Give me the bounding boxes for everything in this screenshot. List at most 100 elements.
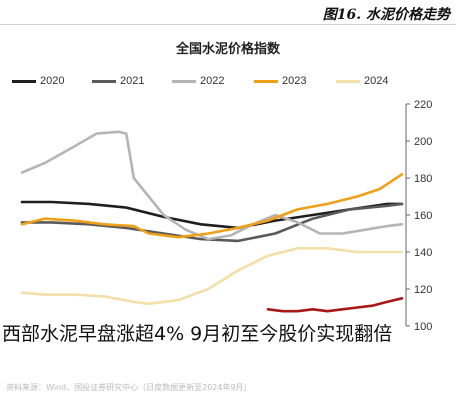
data-point (207, 238, 210, 240)
legend-item: 2023 (254, 72, 306, 90)
data-point (147, 195, 150, 198)
y-tick-label: 220 (414, 99, 432, 111)
data-point (73, 145, 75, 148)
data-point (125, 206, 128, 209)
data-point (267, 254, 269, 257)
legend-item: 2021 (92, 72, 144, 90)
data-point (274, 219, 277, 222)
data-point (401, 173, 403, 176)
data-point (267, 219, 269, 222)
data-point (356, 306, 359, 309)
series-line-2023-3 (20, 173, 404, 239)
data-point (125, 132, 128, 135)
data-point (386, 203, 388, 205)
data-point (207, 232, 210, 235)
legend-swatch (172, 79, 196, 83)
data-point (43, 217, 46, 220)
data-point (378, 188, 381, 190)
legend-swatch (254, 79, 278, 83)
data-point (88, 203, 90, 205)
data-point (356, 251, 359, 253)
series-line-2024-4 (20, 247, 404, 306)
legend-item: 2022 (172, 72, 224, 90)
data-point (356, 195, 359, 198)
data-point (341, 308, 344, 311)
data-point (267, 308, 269, 311)
data-point (296, 247, 299, 250)
y-tick-label: 200 (414, 136, 432, 148)
data-point (132, 177, 135, 179)
data-point (296, 310, 299, 312)
data-point (118, 130, 120, 133)
data-point (162, 214, 165, 216)
news-headline: 西部水泥早盘涨超4% 9月初至今股价实现翻倍 (2, 323, 393, 345)
data-point (281, 310, 284, 312)
data-point (386, 301, 388, 303)
data-point (311, 217, 314, 220)
data-point (326, 247, 329, 250)
y-tick-label: 100 (414, 321, 432, 330)
data-point (21, 223, 23, 226)
data-point (103, 295, 105, 298)
legend-label: 2021 (120, 75, 145, 87)
data-point (237, 269, 239, 272)
data-point (21, 201, 23, 203)
data-point (51, 201, 53, 203)
data-point (200, 238, 202, 240)
data-point (147, 232, 150, 235)
y-tick-label: 120 (414, 284, 432, 296)
chart-legend: 2020 2021 2022 2023 2024 (8, 72, 428, 90)
data-point (319, 232, 321, 235)
data-point (132, 225, 135, 227)
data-point (147, 303, 150, 305)
data-point (274, 232, 277, 235)
figure-header: 图16. 水泥价格走势 (0, 0, 456, 25)
figure-label: 图16. 水泥价格走势 (322, 7, 450, 23)
data-point (103, 223, 105, 226)
data-point (51, 221, 53, 224)
data-point (95, 132, 98, 135)
y-tick-label: 160 (414, 210, 432, 222)
data-point (401, 223, 403, 226)
legend-label: 2023 (282, 75, 307, 87)
data-point (162, 232, 165, 235)
data-point (274, 214, 277, 216)
data-point (125, 227, 128, 229)
data-point (326, 203, 329, 205)
series-line-2024-5 (266, 297, 404, 313)
legend-label: 2022 (200, 75, 225, 87)
data-point (237, 227, 239, 229)
data-point (349, 208, 351, 211)
series-line-2021-1 (20, 202, 404, 243)
legend-item: 2024 (336, 72, 388, 90)
legend-item: 2020 (12, 72, 64, 90)
data-point (177, 299, 180, 301)
legend-swatch (336, 79, 360, 83)
data-point (401, 297, 403, 300)
data-point (296, 221, 299, 224)
data-point (237, 240, 239, 242)
data-point (386, 225, 388, 227)
legend-label: 2020 (40, 75, 65, 87)
data-point (73, 293, 75, 296)
data-point (21, 171, 23, 174)
data-point (311, 214, 314, 216)
data-point (386, 204, 388, 207)
data-point (363, 229, 366, 231)
data-point (401, 203, 403, 205)
data-point (43, 293, 46, 296)
data-point (378, 251, 381, 253)
y-tick-label: 180 (414, 173, 432, 185)
y-tick-label: 140 (414, 247, 432, 259)
data-point (88, 223, 90, 226)
data-point (341, 232, 344, 235)
legend-swatch (12, 79, 36, 83)
data-point (177, 236, 180, 238)
legend-label: 2024 (364, 75, 389, 87)
source-note: 资料来源：Wind，国投证券研究中心（日度数据更新至2024年9月） (0, 372, 456, 400)
data-point (132, 301, 135, 303)
source-text: 资料来源：Wind，国投证券研究中心（日度数据更新至2024年9月） (6, 383, 252, 392)
data-point (185, 229, 187, 231)
legend-swatch (92, 79, 116, 83)
data-point (229, 234, 232, 237)
